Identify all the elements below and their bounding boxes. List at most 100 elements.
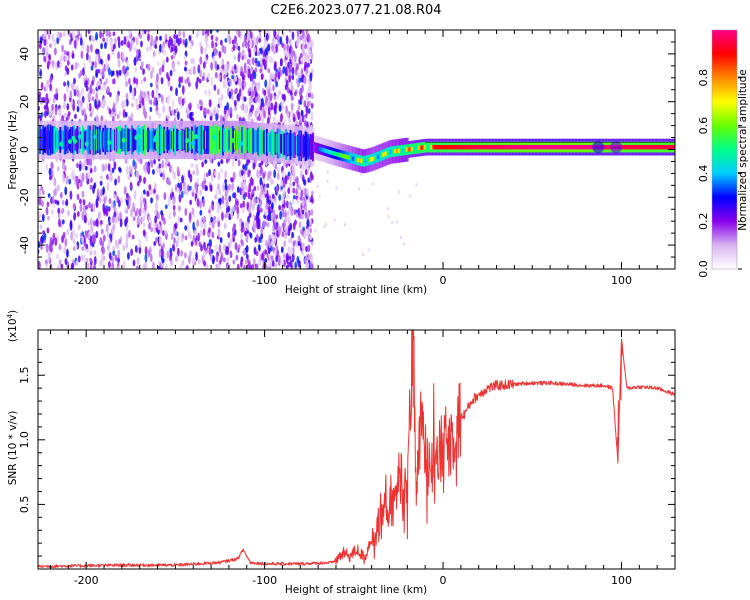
- ridge-core: [531, 144, 533, 150]
- noise-cell: [184, 66, 187, 72]
- ridge-core: [497, 144, 500, 150]
- noise-cell: [220, 168, 224, 174]
- noise-cell: [150, 197, 153, 204]
- noise-cell: [288, 73, 292, 83]
- noise-cell: [43, 55, 47, 63]
- ridge-core: [536, 144, 539, 150]
- noise-cell: [284, 66, 288, 76]
- ridge-core: [433, 144, 435, 150]
- ridge-band: [289, 129, 292, 160]
- noise-cell: [178, 193, 182, 203]
- noise-cell: [308, 48, 311, 58]
- ridge-core: [477, 144, 480, 150]
- spectrogram-plot: [38, 30, 675, 269]
- noise-cell: [326, 179, 329, 183]
- ridge-core: [399, 148, 401, 153]
- noise-cell: [255, 251, 259, 257]
- ridge-band: [266, 128, 268, 156]
- ridge-core: [438, 144, 441, 150]
- ridge-band: [201, 126, 204, 154]
- noise-cell: [172, 43, 176, 52]
- noise-cell: [56, 264, 60, 269]
- ridge-core: [510, 144, 513, 150]
- ridge-core: [659, 144, 662, 150]
- noise-cell: [68, 30, 71, 37]
- noise-cell: [245, 234, 249, 243]
- ridge-core: [475, 144, 477, 150]
- noise-cell: [243, 264, 247, 269]
- noise-cell: [58, 218, 61, 228]
- noise-cell: [235, 41, 239, 50]
- noise-cell: [125, 216, 129, 224]
- noise-cell: [117, 175, 121, 184]
- ridge-band: [65, 129, 68, 151]
- noise-cell: [273, 249, 277, 257]
- noise-cell: [185, 266, 189, 269]
- ridge-core: [480, 144, 483, 150]
- ridge-core: [419, 145, 422, 150]
- ridge-core: [517, 144, 520, 150]
- ridge-core: [646, 144, 649, 150]
- noise-cell: [268, 234, 272, 240]
- noise-cell: [184, 252, 187, 259]
- noise-cell: [309, 227, 313, 234]
- noise-cell: [178, 205, 181, 212]
- ridge-core: [379, 153, 382, 158]
- noise-cell: [119, 218, 123, 228]
- noise-cell: [263, 110, 267, 119]
- ridge-band: [312, 132, 314, 162]
- noise-cell: [282, 186, 286, 195]
- noise-cell: [301, 84, 304, 93]
- noise-cell: [280, 100, 284, 107]
- noise-cell: [61, 44, 64, 53]
- noise-cell: [146, 46, 149, 53]
- noise-cell: [170, 259, 173, 267]
- ridge-core: [352, 156, 354, 161]
- noise-cell: [289, 89, 292, 95]
- noise-cell: [130, 248, 134, 256]
- ridge-band: [54, 126, 56, 154]
- noise-cell: [114, 254, 118, 262]
- ridge-core: [318, 146, 320, 151]
- noise-cell: [103, 208, 107, 215]
- ridge-core: [603, 144, 606, 150]
- noise-cell: [258, 162, 262, 168]
- noise-cell: [269, 72, 272, 81]
- noise-cell: [248, 48, 252, 58]
- noise-cell: [231, 39, 235, 45]
- noise-cell: [367, 248, 370, 252]
- ridge-band: [308, 137, 311, 157]
- noise-cell: [260, 47, 263, 55]
- noise-cell: [203, 46, 207, 55]
- ridge-core: [626, 144, 629, 150]
- noise-cell: [64, 237, 68, 248]
- noise-cell: [184, 60, 188, 66]
- ridge-band: [115, 127, 117, 153]
- noise-cell: [268, 199, 271, 206]
- colorbar: [712, 30, 737, 269]
- noise-cell: [177, 215, 181, 224]
- noise-cell: [171, 169, 175, 175]
- ridge-core: [506, 144, 508, 150]
- noise-cell: [199, 56, 203, 65]
- ridge-core: [467, 144, 469, 150]
- ridge-core: [573, 144, 575, 150]
- ridge-band: [181, 128, 184, 152]
- noise-cell: [67, 209, 70, 217]
- ridge-band: [193, 128, 196, 152]
- ridge-core: [439, 144, 442, 150]
- ridge-band: [200, 125, 203, 155]
- noise-cell: [107, 239, 111, 247]
- noise-cell: [112, 31, 116, 37]
- ridge-core: [648, 144, 650, 150]
- ridge-core: [642, 144, 645, 150]
- noise-cell: [83, 158, 87, 167]
- ridge-core: [641, 144, 644, 150]
- ridge-core: [393, 149, 396, 154]
- noise-cell: [257, 106, 261, 115]
- noise-cell: [91, 234, 95, 244]
- ridge-band: [315, 142, 318, 154]
- ridge-band: [253, 129, 255, 153]
- ridge-band: [139, 128, 142, 152]
- ridge-core: [567, 144, 569, 150]
